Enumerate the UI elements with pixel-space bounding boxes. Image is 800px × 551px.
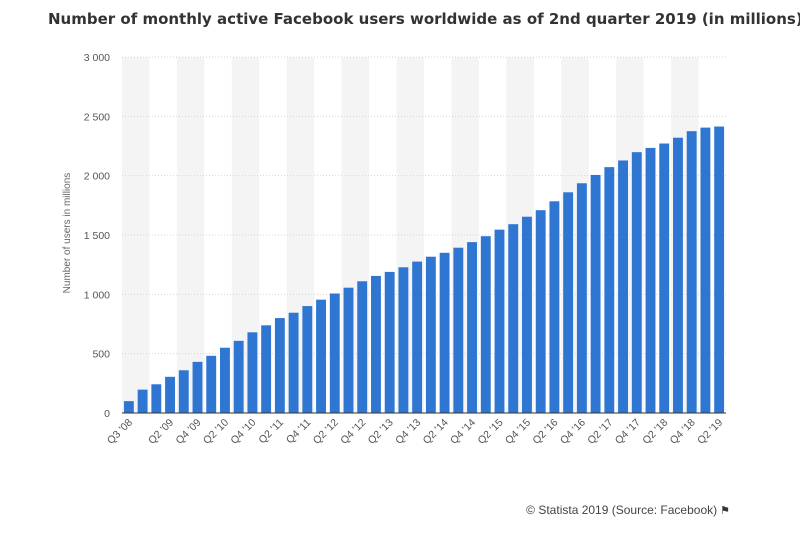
- source-credit[interactable]: © Statista 2019 (Source: Facebook) ⚑: [526, 503, 730, 517]
- x-tick-label: Q2 '09: [146, 417, 176, 447]
- x-tick-label: Q4 '11: [284, 417, 314, 447]
- x-tick-label: Q4 '17: [613, 417, 643, 447]
- y-tick-label: 500: [92, 349, 110, 361]
- bar[interactable]: [508, 224, 519, 413]
- bar[interactable]: [563, 192, 574, 413]
- bar[interactable]: [453, 247, 464, 413]
- bar[interactable]: [357, 281, 368, 413]
- bar[interactable]: [714, 126, 725, 413]
- bar[interactable]: [192, 361, 203, 413]
- flag-icon[interactable]: ⚑: [720, 505, 730, 517]
- bar[interactable]: [686, 131, 697, 413]
- x-tick-label: Q3 '08: [105, 417, 135, 447]
- bar[interactable]: [398, 267, 409, 413]
- bar[interactable]: [151, 384, 162, 413]
- x-tick-label: Q4 '13: [393, 417, 423, 447]
- y-axis-label: Number of users in millions: [62, 173, 73, 294]
- source-text: © Statista 2019 (Source: Facebook): [526, 503, 718, 517]
- bar[interactable]: [549, 201, 560, 413]
- band: [176, 57, 205, 413]
- bar[interactable]: [384, 271, 395, 413]
- x-tick-label: Q2 '15: [475, 417, 505, 447]
- bar[interactable]: [604, 167, 615, 413]
- bar[interactable]: [165, 376, 175, 413]
- chart-title: Number of monthly active Facebook users …: [48, 10, 800, 28]
- bar[interactable]: [480, 236, 491, 413]
- bar-chart: 0 500 1 000 1 500 2 000 2 500 3 000 Q3 '08 Q2 '…: [62, 52, 726, 447]
- bar[interactable]: [467, 242, 477, 413]
- bar[interactable]: [673, 137, 683, 413]
- x-tick-label: Q2 '12: [311, 417, 341, 447]
- bar[interactable]: [576, 183, 587, 413]
- bar[interactable]: [233, 340, 244, 413]
- x-tick-label: Q4 '16: [558, 417, 588, 447]
- y-tick-label: 2 500: [84, 111, 110, 123]
- bar[interactable]: [631, 152, 642, 414]
- bar[interactable]: [439, 252, 450, 413]
- bar[interactable]: [206, 355, 217, 413]
- x-tick-label: Q2 '13: [366, 417, 396, 447]
- x-tick-label: Q2 '11: [256, 417, 286, 447]
- x-tick-label: Q4 '15: [503, 417, 533, 447]
- x-tick-label: Q2 '16: [530, 417, 560, 447]
- bar[interactable]: [659, 143, 670, 413]
- bar[interactable]: [123, 401, 134, 413]
- x-tick-label: Q2 '19: [695, 417, 725, 447]
- x-tick-label: Q4 '18: [668, 417, 698, 447]
- bar[interactable]: [137, 389, 148, 413]
- bar[interactable]: [535, 210, 546, 413]
- bar[interactable]: [425, 256, 436, 413]
- y-tick-label: 3 000: [84, 52, 110, 64]
- bar[interactable]: [274, 318, 285, 413]
- bar[interactable]: [302, 306, 313, 413]
- bar[interactable]: [316, 299, 326, 413]
- bar[interactable]: [178, 370, 189, 413]
- bar[interactable]: [412, 261, 423, 413]
- x-tick-label: Q4 '09: [173, 417, 203, 447]
- bar[interactable]: [645, 147, 656, 413]
- bar[interactable]: [288, 312, 299, 413]
- x-tick-label: Q2 '18: [640, 417, 670, 447]
- y-tick-label: 0: [104, 408, 110, 420]
- bar[interactable]: [371, 275, 381, 413]
- bar[interactable]: [247, 332, 258, 413]
- bar[interactable]: [220, 347, 230, 413]
- bar[interactable]: [700, 127, 711, 414]
- bar[interactable]: [522, 216, 532, 413]
- band: [122, 57, 150, 413]
- y-tick-label: 1 500: [84, 230, 110, 242]
- bar[interactable]: [261, 325, 272, 413]
- y-axis-ticks: 0 500 1 000 1 500 2 000 2 500 3 000: [84, 52, 110, 420]
- bar[interactable]: [494, 229, 505, 413]
- x-tick-label: Q2 '10: [201, 417, 231, 447]
- bars: [123, 126, 725, 414]
- x-tick-label: Q2 '14: [421, 417, 451, 447]
- x-tick-label: Q4 '14: [448, 417, 478, 447]
- bar[interactable]: [590, 174, 601, 413]
- y-tick-label: 1 000: [84, 289, 110, 301]
- bar[interactable]: [618, 160, 628, 413]
- x-tick-label: Q2 '17: [585, 417, 615, 447]
- x-tick-label: Q4 '12: [338, 417, 368, 447]
- bar[interactable]: [343, 287, 354, 413]
- y-tick-label: 2 000: [84, 171, 110, 183]
- x-tick-label: Q4 '10: [228, 417, 258, 447]
- bar[interactable]: [329, 293, 340, 413]
